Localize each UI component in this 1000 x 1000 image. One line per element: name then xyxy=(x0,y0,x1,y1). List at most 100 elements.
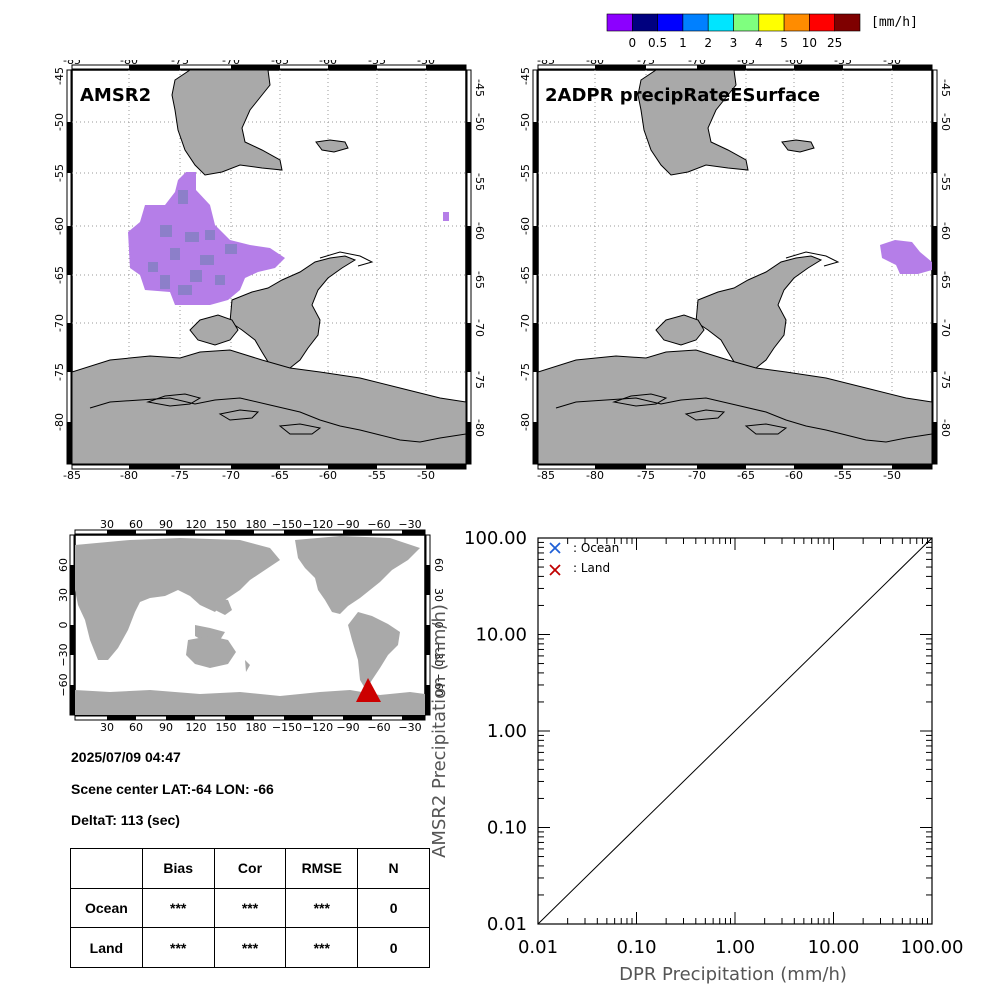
svg-text:-55: -55 xyxy=(834,60,852,67)
svg-text:-65: -65 xyxy=(271,60,289,67)
svg-text:−60: −60 xyxy=(432,673,445,696)
svg-text:-45: -45 xyxy=(519,67,532,85)
svg-text:-70: -70 xyxy=(473,319,486,337)
colorbar-label: 3 xyxy=(730,36,738,50)
svg-text:-75: -75 xyxy=(53,363,66,381)
colorbar-swatch xyxy=(834,13,861,32)
delta-t: DeltaT: 113 (sec) xyxy=(71,812,180,828)
header-cor: Cor xyxy=(213,848,287,889)
svg-text:120: 120 xyxy=(186,518,207,531)
svg-text:-65: -65 xyxy=(737,469,755,480)
colorbar-label: 25 xyxy=(827,36,842,50)
svg-text:−150: −150 xyxy=(272,721,302,734)
y-tick-label: 0.01 xyxy=(487,914,527,935)
colorbar-swatch xyxy=(606,13,633,32)
svg-text:30: 30 xyxy=(100,518,114,531)
svg-text:-80: -80 xyxy=(519,413,532,431)
svg-text:-60: -60 xyxy=(53,217,66,235)
svg-text:-85: -85 xyxy=(63,60,81,67)
scene-center: Scene center LAT:-64 LON: -66 xyxy=(71,781,274,797)
svg-text:-55: -55 xyxy=(519,164,532,182)
svg-text:−30: −30 xyxy=(398,721,421,734)
cell-value: *** xyxy=(285,927,359,968)
svg-text:-65: -65 xyxy=(53,266,66,284)
svg-text:-75: -75 xyxy=(519,363,532,381)
svg-text:60: 60 xyxy=(129,721,143,734)
x-tick-label: 10.00 xyxy=(808,937,860,958)
colorbar-swatch xyxy=(682,13,709,32)
colorbar-label: 1 xyxy=(679,36,687,50)
colorbar-label: 0 xyxy=(628,36,636,50)
svg-text:-55: -55 xyxy=(473,173,486,191)
svg-text:-70: -70 xyxy=(519,314,532,332)
svg-text:-75: -75 xyxy=(939,371,952,389)
svg-text:-60: -60 xyxy=(519,217,532,235)
legend: : Ocean : Land xyxy=(549,541,619,576)
x-tick-label: 0.01 xyxy=(518,937,558,958)
colorbar-label: 2 xyxy=(704,36,712,50)
y-tick-label: 1.00 xyxy=(487,721,527,742)
svg-text:-60: -60 xyxy=(785,60,803,67)
colorbar-unit: [mm/h] xyxy=(871,15,918,30)
svg-text:60: 60 xyxy=(432,558,445,572)
svg-text:-85: -85 xyxy=(537,60,555,67)
colorbar-label: 4 xyxy=(755,36,763,50)
svg-text:-80: -80 xyxy=(586,469,604,480)
svg-text:-60: -60 xyxy=(473,222,486,240)
svg-text:-50: -50 xyxy=(417,469,435,480)
svg-text:−150: −150 xyxy=(272,518,302,531)
svg-text:−120: −120 xyxy=(303,721,333,734)
svg-text:-65: -65 xyxy=(271,469,289,480)
x-tick-label: 100.00 xyxy=(901,937,964,958)
svg-text:-50: -50 xyxy=(939,113,952,131)
x-tick-label: 1.00 xyxy=(715,937,755,958)
amsr2-lon-ticks-bottom: -85 -80 -75 -70 -65 -60 -55 -50 xyxy=(63,469,435,480)
scatter-ylabel: AMSR2 Precipitation (mm/h) xyxy=(429,604,450,858)
cell-value: 0 xyxy=(357,927,430,968)
svg-text:-80: -80 xyxy=(120,469,138,480)
svg-text:150: 150 xyxy=(216,721,237,734)
svg-text:-65: -65 xyxy=(519,266,532,284)
amsr2-precip-area xyxy=(128,172,449,305)
svg-text:-50: -50 xyxy=(417,60,435,67)
cell-value: *** xyxy=(285,887,359,929)
legend-ocean-icon xyxy=(549,542,561,554)
landmass xyxy=(72,70,466,464)
svg-text:-80: -80 xyxy=(939,419,952,437)
svg-text:-80: -80 xyxy=(120,60,138,67)
amsr2-map: AMSR2 -85 -80 -75 -70 -65 -60 -55 -50 -85 -80… xyxy=(53,60,486,480)
svg-text:−90: −90 xyxy=(336,518,359,531)
svg-text:-50: -50 xyxy=(883,60,901,67)
svg-text:-55: -55 xyxy=(53,164,66,182)
colorbar-graphic: 0 0.5 1 2 3 4 5 10 25 xyxy=(606,13,861,50)
svg-text:-70: -70 xyxy=(222,469,240,480)
svg-text:60: 60 xyxy=(57,558,70,572)
table-row: Land *** *** *** 0 xyxy=(70,927,430,968)
svg-text:-65: -65 xyxy=(473,271,486,289)
svg-text:-85: -85 xyxy=(63,469,81,480)
svg-text:-55: -55 xyxy=(368,60,386,67)
colorbar-swatch xyxy=(631,13,658,32)
svg-text:120: 120 xyxy=(186,721,207,734)
svg-text:-75: -75 xyxy=(171,469,189,480)
svg-text:-45: -45 xyxy=(473,79,486,97)
svg-text:150: 150 xyxy=(216,518,237,531)
cell-value: *** xyxy=(213,887,287,929)
legend-ocean-label: : Ocean xyxy=(573,541,619,555)
colorbar-swatch xyxy=(707,13,734,32)
svg-text:−30: −30 xyxy=(57,643,70,666)
row-label: Land xyxy=(70,927,143,968)
svg-text:−90: −90 xyxy=(336,721,359,734)
svg-text:60: 60 xyxy=(129,518,143,531)
y-tick-label: 0.10 xyxy=(487,818,527,839)
cell-value: 0 xyxy=(357,887,430,929)
world-locator-map: 30 60 90 120 150 180 −150 −120 −90 −60 −30 30… xyxy=(57,518,445,734)
amsr2-map-title: AMSR2 xyxy=(80,85,151,106)
svg-text:-85: -85 xyxy=(537,469,555,480)
svg-text:-75: -75 xyxy=(637,469,655,480)
colorbar: 0 0.5 1 2 3 4 5 10 25 [mm/h] xyxy=(0,0,1000,60)
cell-value: *** xyxy=(213,927,287,968)
svg-text:-60: -60 xyxy=(939,222,952,240)
svg-text:-55: -55 xyxy=(939,173,952,191)
svg-text:-60: -60 xyxy=(785,469,803,480)
